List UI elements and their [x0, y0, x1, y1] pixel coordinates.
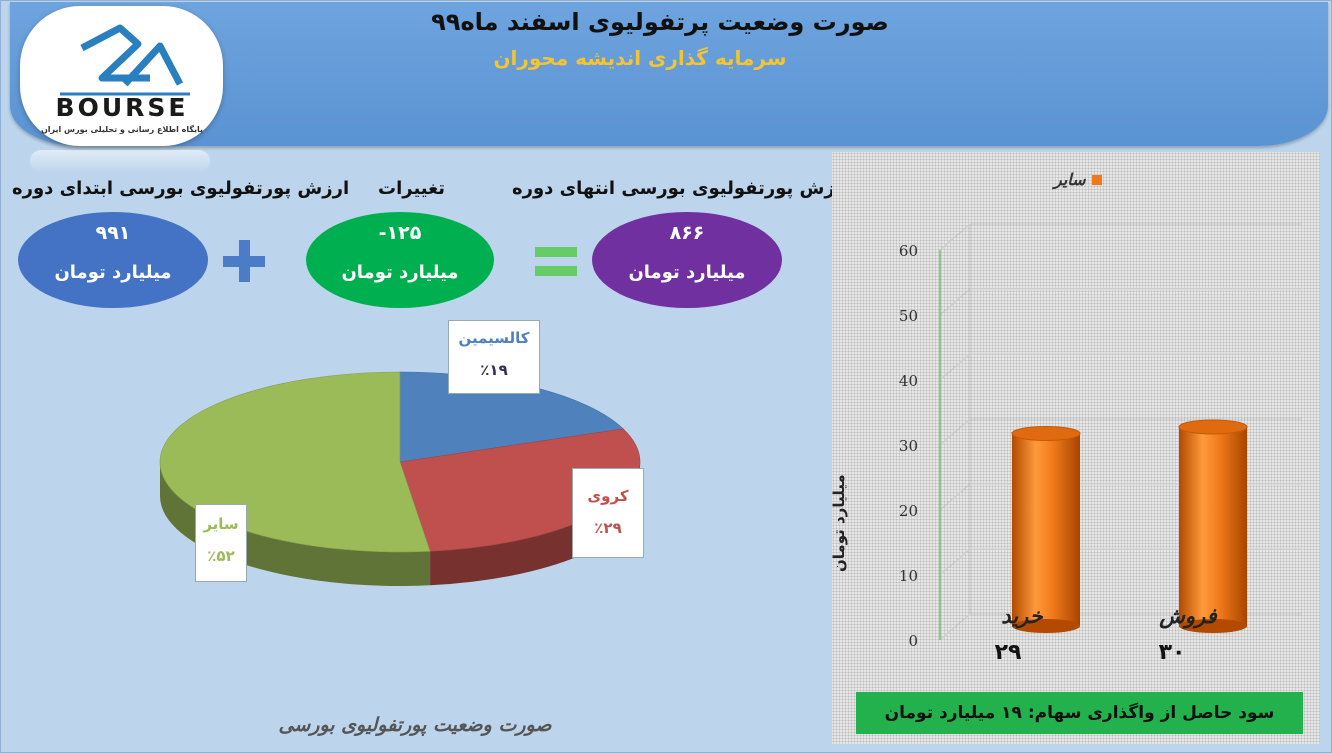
start-value-unit: میلیارد تومان: [54, 262, 172, 283]
grid-diag-6: [939, 223, 971, 251]
pie-label-other-name: سایر: [203, 515, 239, 533]
equals-icon: [535, 247, 577, 257]
legend-label: سایر: [1054, 170, 1086, 189]
equals-icon-lower: [535, 266, 577, 276]
y-tick-3: 30: [899, 437, 918, 455]
logo-brand: BOURSE: [56, 93, 189, 122]
end-value-unit: میلیارد تومان: [628, 262, 746, 283]
grid-diag-0: [939, 613, 971, 641]
profit-note: سود حاصل از واگذاری سهام: ۱۹ میلیارد توم…: [856, 692, 1303, 734]
pie-label-kravi-name: کروی: [587, 487, 629, 505]
end-value: ۸۶۶: [669, 222, 705, 244]
bar-category-sell: فروش: [1159, 604, 1217, 628]
change-value: -۱۲۵: [378, 222, 422, 244]
logo-reflection: [30, 150, 210, 172]
bourse-logo: BOURSE پایگاه اطلاع رسانی و تحلیلی بورس …: [20, 6, 223, 146]
logo-tagline: پایگاه اطلاع رسانی و تحلیلی بورس ایران: [41, 124, 203, 135]
y-tick-1: 10: [899, 567, 918, 585]
plus-icon-vertical: [239, 240, 250, 282]
page-title: صورت وضعیت پرتفولیوی اسفند ماه۹۹: [431, 8, 889, 36]
pie-side-1: [430, 462, 640, 586]
pie-label-kravi: کروی ٪۲۹: [572, 468, 644, 558]
grid-diag-3: [939, 418, 971, 446]
legend-swatch: [1091, 174, 1102, 185]
bar-value-buy: ۲۹: [994, 640, 1022, 665]
header-banner: صورت وضعیت پرتفولیوی اسفند ماه۹۹ سرمایه …: [10, 2, 1328, 146]
y-tick-6: 60: [899, 242, 918, 260]
start-value-label: ارزش پورتفولیوی بورسی ابتدای دوره: [12, 178, 350, 199]
bar-bottom-1: [1179, 619, 1247, 633]
change-unit: میلیارد تومان: [341, 262, 459, 283]
grid-diag-2: [939, 483, 971, 511]
bar-top-1: [1178, 419, 1248, 435]
bar-chart-panel: سایر 0 10 20 30 40 50 60 میلیارد تومان خرید فر…: [830, 152, 1320, 744]
bar-category-buy: خرید: [1001, 604, 1043, 628]
bar-top-0: [1011, 426, 1081, 441]
pie-caption: صورت وضعیت پورتفولیوی بورسی: [278, 714, 552, 736]
end-value-label: ارزش پورتفولیوی بورسی انتهای دوره: [512, 178, 852, 199]
y-axis-label: میلیارد تومان: [830, 474, 848, 572]
y-tick-0: 0: [908, 632, 918, 650]
grid-diag-5: [939, 288, 971, 316]
bar-bottom-0: [1012, 619, 1080, 633]
pie-label-calcimin: کالسیمین ٪۱۹: [448, 320, 540, 394]
start-value: ۹۹۱: [95, 222, 131, 244]
y-tick-5: 50: [899, 307, 918, 325]
bar-body-0: [1012, 433, 1080, 626]
y-tick-4: 40: [899, 372, 918, 390]
y-tick-2: 20: [899, 502, 918, 520]
bar-chart: 0 10 20 30 40 50 60: [899, 223, 1302, 650]
pie-label-calcimin-value: ٪۱۹: [480, 361, 508, 379]
start-value-ellipse: ۹۹۱ میلیارد تومان: [18, 212, 208, 308]
logo-graphic: BOURSE پایگاه اطلاع رسانی و تحلیلی بورس …: [41, 24, 203, 135]
bar-body-1: [1179, 427, 1247, 626]
pie-label-other-value: ٪۵۲: [207, 547, 235, 565]
bar-legend: سایر: [1054, 170, 1102, 189]
grid-diag-4: [939, 353, 971, 381]
pie-label-kravi-value: ٪۲۹: [594, 519, 622, 537]
change-ellipse: -۱۲۵ میلیارد تومان: [306, 212, 494, 308]
pie-label-calcimin-name: کالسیمین: [458, 329, 530, 347]
change-label: تغییرات: [378, 178, 446, 199]
grid-diag-1: [939, 548, 971, 576]
pie-label-other: سایر ٪۵۲: [195, 504, 247, 582]
bar-value-sell: ۳۰: [1158, 640, 1186, 665]
end-value-ellipse: ۸۶۶ میلیارد تومان: [592, 212, 782, 308]
page-subtitle: سرمایه گذاری اندیشه محوران: [493, 46, 787, 70]
